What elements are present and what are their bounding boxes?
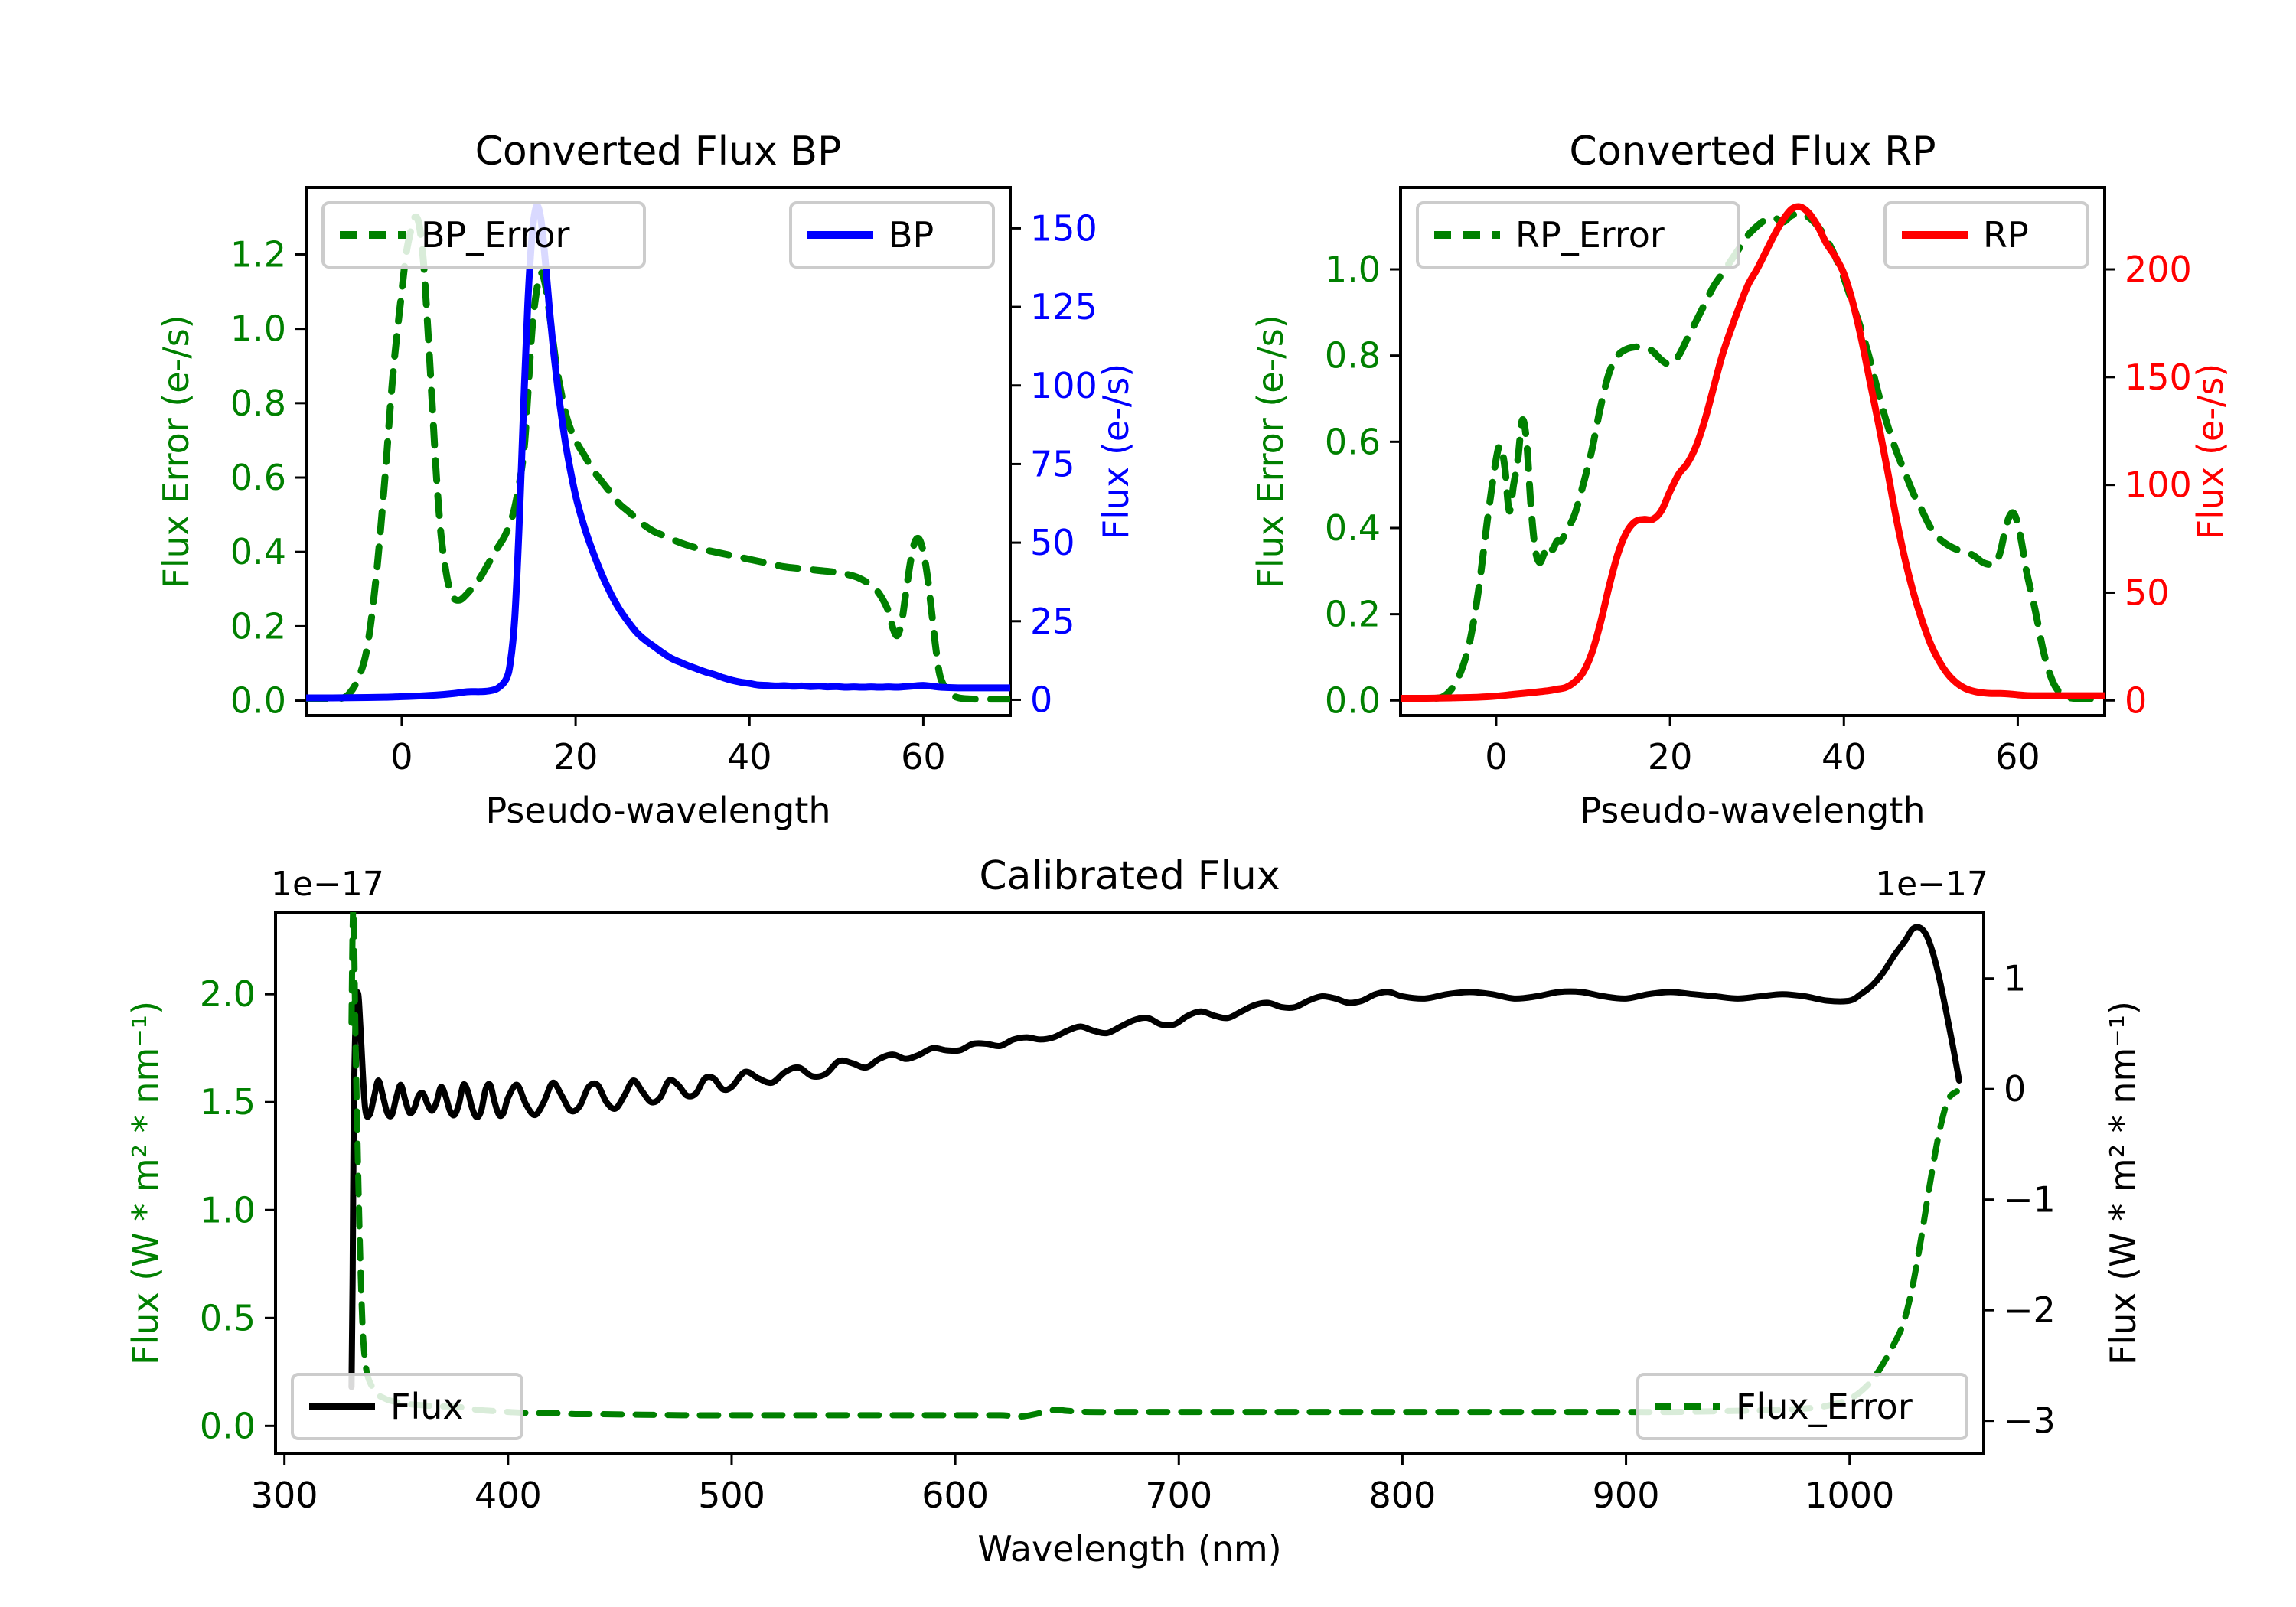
calibrated-panel-legend-flux-box	[291, 1373, 523, 1440]
rp-panel-title: Converted Flux RP	[1569, 129, 1936, 174]
rp-panel-xlabel: Pseudo-wavelength	[1580, 790, 1925, 831]
rp-panel-legend-flux-box	[1883, 201, 2089, 269]
rp-panel-legend-error[interactable]: RP_Error	[1416, 201, 1740, 269]
bp-panel-xticklabel: 0	[390, 736, 413, 777]
calibrated-panel-xticklabel: 700	[1145, 1475, 1212, 1516]
rp-panel-yticklabel-left: 0.8	[1325, 335, 1381, 376]
rp-panel-yticklabel-right: 50	[2125, 572, 2170, 613]
rp-panel: Converted Flux RP 0 20 40 60 Pseudo-wavelengt…	[1250, 129, 2231, 831]
calibrated-panel-legend-error-box	[1636, 1373, 1968, 1440]
bp-panel-frame	[305, 186, 1012, 717]
calibrated-panel-xticklabel: 300	[251, 1475, 318, 1516]
calibrated-panel-yticklabel-right: −2	[2004, 1289, 2056, 1331]
rp-panel-xticklabel: 0	[1485, 736, 1507, 777]
calibrated-panel-legend-error-label: Flux_Error	[1736, 1386, 1913, 1427]
bp-panel-legend-flux-label: BP	[889, 214, 934, 256]
bp-panel-series-bp	[306, 202, 1010, 702]
rp-panel-ylabel-right: Flux (e-/s)	[2190, 363, 2231, 540]
bp-panel-xticklabel: 40	[727, 736, 772, 777]
rp-panel-yticklabel-right: 100	[2125, 464, 2192, 506]
calibrated-panel-yticklabel-left: 1.5	[200, 1081, 256, 1123]
calibrated-panel-xticklabel: 500	[698, 1475, 765, 1516]
rp-panel-series-rp_error	[1401, 210, 2105, 702]
bp-panel-yticklabel-left: 0.8	[230, 383, 286, 424]
bp-panel-legend-error-label: BP_Error	[421, 214, 570, 256]
bp-panel-yticklabel-left: 0.4	[230, 531, 286, 572]
rp-panel-ylabel-left: Flux Error (e-/s)	[1250, 315, 1291, 588]
rp-panel-yticklabel-right: 150	[2125, 357, 2192, 398]
calibrated-panel-yticklabel-left: 0.5	[200, 1297, 256, 1338]
rp-panel-xticklabel: 60	[1995, 736, 2040, 777]
calibrated-panel-yticklabel-right: 1	[2004, 958, 2026, 999]
bp-panel-ylabel-left: Flux Error (e-/s)	[155, 315, 197, 588]
calibrated-panel-yticklabel-left: 1.0	[200, 1189, 256, 1231]
bp-panel-ylabel-right: Flux (e-/s)	[1095, 363, 1137, 540]
calibrated-panel-yticklabel-left: 2.0	[200, 973, 256, 1015]
calibrated-panel-offset-left: 1e−17	[271, 865, 384, 904]
rp-panel-yticklabel-left: 0.4	[1325, 507, 1381, 549]
rp-panel-yticklabel-left: 0.6	[1325, 421, 1381, 462]
bp-panel-yticklabel-right: 0	[1030, 679, 1052, 720]
rp-panel-legend-flux[interactable]: RP	[1883, 201, 2089, 269]
calibrated-panel-title: Calibrated Flux	[979, 853, 1280, 899]
calibrated-panel-xticklabel: 900	[1593, 1475, 1660, 1516]
bp-panel-yticklabel-left: 1.0	[230, 308, 286, 350]
rp-panel-legend-flux-label: RP	[1983, 214, 2029, 256]
calibrated-panel-xticklabel: 800	[1369, 1475, 1437, 1516]
rp-panel-legend-error-label: RP_Error	[1515, 214, 1665, 256]
bp-panel-title: Converted Flux BP	[475, 129, 842, 174]
rp-panel-yticklabel-right: 0	[2125, 680, 2147, 721]
calibrated-panel-legend-error[interactable]: Flux_Error	[1636, 1373, 1968, 1440]
rp-panel-yticklabel-left: 0.2	[1325, 594, 1381, 635]
calibrated-panel-yticklabel-right: 0	[2004, 1068, 2026, 1110]
calibrated-panel-xlabel: Wavelength (nm)	[977, 1528, 1281, 1570]
bp-panel-yticklabel-left: 0.2	[230, 605, 286, 647]
calibrated-panel-offset-right: 1e−17	[1875, 865, 1988, 904]
calibrated-panel-yticklabel-right: −3	[2004, 1400, 2056, 1442]
calibrated-panel-frame	[274, 911, 1985, 1455]
calibrated-panel-legend-flux-label: Flux	[390, 1386, 464, 1427]
rp-panel-yticklabel-right: 200	[2125, 249, 2192, 290]
calibrated-panel: Calibrated Flux 300 400 500 600 700 800 900 1000…	[125, 853, 2144, 1570]
calibrated-panel-ylabel-right: Flux (W * m² * nm⁻¹)	[2102, 1001, 2144, 1365]
calibrated-panel-legend-flux[interactable]: Flux	[291, 1373, 523, 1440]
bp-panel-legend-flux-box	[789, 201, 995, 269]
calibrated-panel-yticklabel-right: −1	[2004, 1179, 2056, 1221]
bp-panel-xticklabel: 60	[901, 736, 946, 777]
calibrated-panel-ylabel-left: Flux (W * m² * nm⁻¹)	[125, 1001, 166, 1365]
calibrated-panel-xticklabel: 600	[921, 1475, 989, 1516]
calibrated-panel-series-flux_error	[348, 912, 1960, 1420]
bp-panel-xticklabel: 20	[553, 736, 598, 777]
bp-panel-legend-error-box	[321, 201, 646, 269]
calibrated-panel-xticklabel: 1000	[1805, 1475, 1894, 1516]
calibrated-panel-xticklabel: 400	[475, 1475, 542, 1516]
bp-panel-series-bp_error	[306, 213, 1010, 703]
bp-panel-xlabel: Pseudo-wavelength	[485, 790, 830, 831]
rp-panel-frame	[1399, 186, 2106, 717]
rp-panel-yticklabel-left: 1.0	[1325, 249, 1381, 290]
rp-panel-legend-error-box	[1416, 201, 1740, 269]
bp-panel-yticklabel-right: 75	[1030, 443, 1075, 484]
rp-panel-xticklabel: 40	[1821, 736, 1867, 777]
bp-panel-yticklabel-left: 0.6	[230, 457, 286, 498]
bp-panel-yticklabel-right: 25	[1030, 601, 1075, 642]
bp-panel-legend-error[interactable]: BP_Error	[321, 201, 646, 269]
rp-panel-xticklabel: 20	[1648, 736, 1693, 777]
bp-panel-yticklabel-right: 150	[1030, 207, 1097, 249]
bp-panel-yticklabel-left: 0.0	[230, 680, 286, 722]
rp-panel-yticklabel-left: 0.0	[1325, 680, 1381, 721]
bp-panel-yticklabel-left: 1.2	[230, 233, 286, 275]
bp-panel-yticklabel-right: 100	[1030, 365, 1097, 406]
bp-panel: Converted Flux BP 0 20 40 60 Pseudo-wavelengt…	[155, 129, 1137, 831]
bp-panel-yticklabel-right: 125	[1030, 286, 1097, 328]
bp-panel-legend-flux[interactable]: BP	[789, 201, 995, 269]
rp-panel-series-rp	[1401, 203, 2105, 702]
calibrated-panel-yticklabel-left: 0.0	[200, 1405, 256, 1446]
bp-panel-yticklabel-right: 50	[1030, 522, 1075, 563]
calibrated-panel-series-flux	[348, 924, 1962, 1390]
